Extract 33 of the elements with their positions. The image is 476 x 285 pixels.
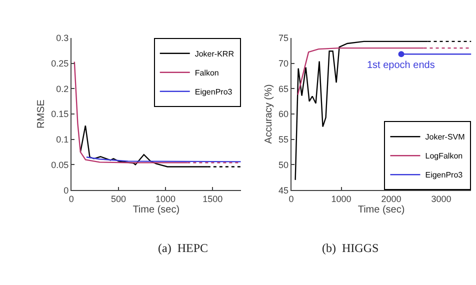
legend-label: Joker-KRR bbox=[194, 50, 234, 59]
text: (a) HEPC bbox=[158, 241, 208, 255]
y-axis-title: RMSE bbox=[36, 99, 48, 128]
y-tick-label: 60 bbox=[278, 109, 289, 120]
y-tick-label: 0.25 bbox=[51, 58, 69, 68]
y-tick-label: 0 bbox=[64, 185, 69, 196]
legend-label: Joker-SVM bbox=[425, 132, 466, 142]
y-tick-label: 50 bbox=[278, 160, 289, 170]
y-tick-label: 70 bbox=[278, 58, 289, 68]
y-tick-label: 0.1 bbox=[56, 134, 69, 145]
x-axis-title: Time (sec) bbox=[132, 204, 180, 216]
x-tick-label: 2000 bbox=[381, 194, 402, 204]
y-tick-label: 0.2 bbox=[56, 84, 69, 94]
legend-label: EigenPro3 bbox=[194, 88, 233, 97]
legend-label: LogFalkon bbox=[425, 152, 463, 161]
y-tick-label: 0.15 bbox=[51, 109, 69, 120]
x-tick-label: 500 bbox=[110, 194, 126, 204]
y-tick-label: 75 bbox=[278, 33, 289, 44]
y-axis-title: Accuracy (%) bbox=[263, 84, 274, 144]
annotation: 1st epoch ends bbox=[367, 60, 435, 71]
y-tick-label: 45 bbox=[278, 185, 289, 196]
text: (b) HIGGS bbox=[322, 241, 379, 255]
y-tick-label: 0.3 bbox=[56, 33, 69, 44]
y-tick-label: 65 bbox=[278, 84, 289, 94]
legend-label: EigenPro3 bbox=[425, 170, 464, 180]
x-tick-label: 3000 bbox=[431, 194, 452, 204]
y-tick-label: 55 bbox=[278, 134, 289, 145]
x-axis-title: Time (sec) bbox=[358, 204, 405, 216]
x-tick-label: 1500 bbox=[202, 194, 223, 204]
y-tick-label: 0.05 bbox=[51, 160, 69, 170]
x-tick-label: 1000 bbox=[156, 194, 176, 204]
x-tick-label: 1000 bbox=[331, 194, 352, 204]
legend-label: Falkon bbox=[194, 68, 219, 78]
